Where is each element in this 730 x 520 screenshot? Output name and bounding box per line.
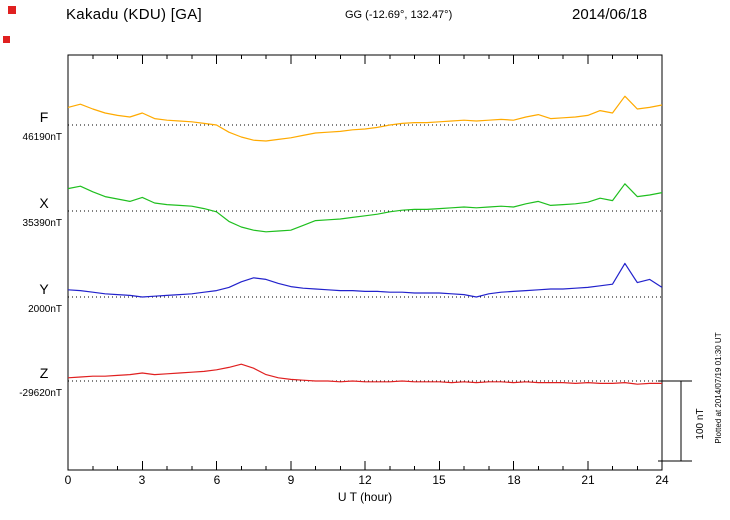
trace-X (67, 183, 663, 233)
geo-coordinates: GG (-12.69°, 132.47°) (345, 9, 453, 21)
series-label-Z: Z (40, 365, 49, 381)
series-baseline-F: 46190nT (23, 132, 62, 143)
x-tick-label: 21 (581, 473, 595, 487)
x-tick-label: 9 (288, 473, 295, 487)
series-label-Y: Y (39, 281, 49, 297)
x-tick-label: 0 (65, 473, 72, 487)
plotted-at-note: Plotted at 2014/07/19 01:30 UT (714, 332, 723, 443)
plot-date: 2014/06/18 (572, 6, 648, 23)
trace-Y (67, 262, 663, 298)
x-tick-label: 12 (358, 473, 372, 487)
red-marker-icon (8, 6, 16, 14)
x-tick-label: 15 (432, 473, 446, 487)
x-tick-label: 3 (139, 473, 146, 487)
series-baseline-Y: 2000nT (28, 304, 62, 315)
x-tick-label: 6 (214, 473, 221, 487)
series-label-X: X (39, 195, 49, 211)
x-tick-label: 18 (507, 473, 521, 487)
x-axis-title: U T (hour) (338, 490, 392, 504)
series-baseline-X: 35390nT (23, 218, 62, 229)
chart-layer (67, 54, 692, 471)
trace-Z (67, 363, 662, 385)
scale-bar-label: 100 nT (695, 408, 706, 439)
trace-F (67, 95, 663, 142)
station-title: Kakadu (KDU) [GA] (66, 6, 202, 23)
series-label-F: F (40, 109, 49, 125)
series-baseline-Z: -29620nT (19, 388, 62, 399)
red-marker-icon (3, 36, 10, 43)
x-tick-label: 24 (655, 473, 669, 487)
